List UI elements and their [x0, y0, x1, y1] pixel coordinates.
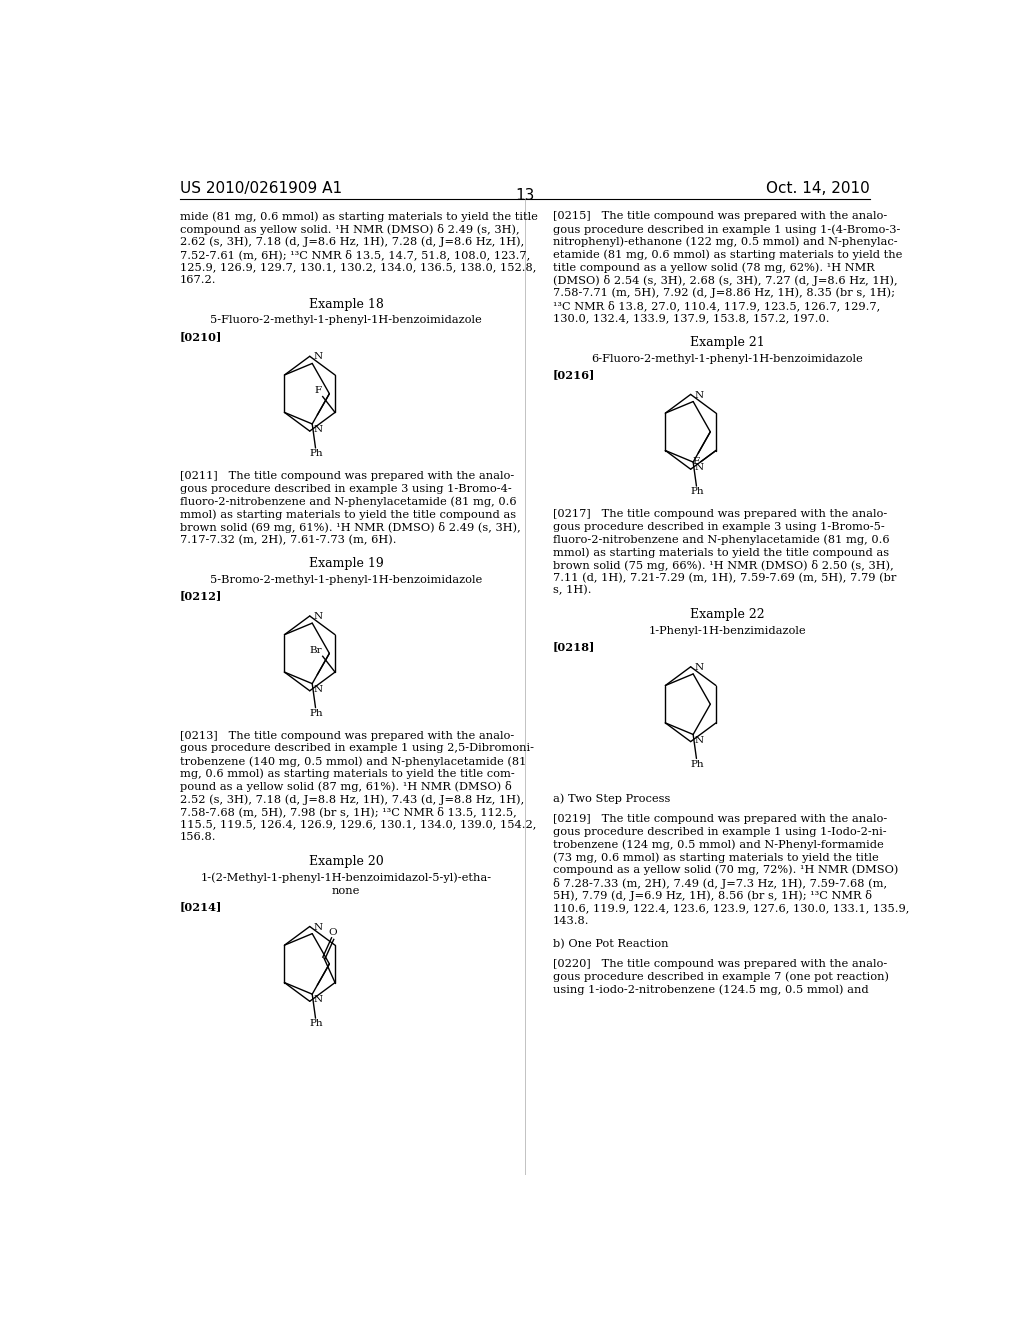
Text: Example 20: Example 20: [309, 855, 384, 869]
Text: 115.5, 119.5, 126.4, 126.9, 129.6, 130.1, 134.0, 139.0, 154.2,: 115.5, 119.5, 126.4, 126.9, 129.6, 130.1…: [179, 820, 536, 829]
Text: 2.52 (s, 3H), 7.18 (d, J=8.8 Hz, 1H), 7.43 (d, J=8.8 Hz, 1H),: 2.52 (s, 3H), 7.18 (d, J=8.8 Hz, 1H), 7.…: [179, 795, 524, 805]
Text: 125.9, 126.9, 129.7, 130.1, 130.2, 134.0, 136.5, 138.0, 152.8,: 125.9, 126.9, 129.7, 130.1, 130.2, 134.0…: [179, 263, 536, 272]
Text: [0217]   The title compound was prepared with the analo-: [0217] The title compound was prepared w…: [553, 510, 887, 519]
Text: N: N: [694, 463, 703, 473]
Text: δ 7.28-7.33 (m, 2H), 7.49 (d, J=7.3 Hz, 1H), 7.59-7.68 (m,: δ 7.28-7.33 (m, 2H), 7.49 (d, J=7.3 Hz, …: [553, 878, 887, 888]
Text: [0216]: [0216]: [553, 368, 595, 380]
Text: mg, 0.6 mmol) as starting materials to yield the title com-: mg, 0.6 mmol) as starting materials to y…: [179, 768, 514, 779]
Text: 156.8.: 156.8.: [179, 833, 216, 842]
Text: compound as a yellow solid (70 mg, 72%). ¹H NMR (DMSO): compound as a yellow solid (70 mg, 72%).…: [553, 865, 898, 875]
Text: brown solid (69 mg, 61%). ¹H NMR (DMSO) δ 2.49 (s, 3H),: brown solid (69 mg, 61%). ¹H NMR (DMSO) …: [179, 521, 520, 533]
Text: using 1-iodo-2-nitrobenzene (124.5 mg, 0.5 mmol) and: using 1-iodo-2-nitrobenzene (124.5 mg, 0…: [553, 985, 868, 995]
Text: 1-(2-Methyl-1-phenyl-1H-benzoimidazol-5-yl)-etha-: 1-(2-Methyl-1-phenyl-1H-benzoimidazol-5-…: [201, 873, 492, 883]
Text: a) Two Step Process: a) Two Step Process: [553, 793, 670, 804]
Text: N: N: [694, 391, 703, 400]
Text: N: N: [313, 352, 323, 362]
Text: title compound as a yellow solid (78 mg, 62%). ¹H NMR: title compound as a yellow solid (78 mg,…: [553, 263, 874, 273]
Text: 5-Bromo-2-methyl-1-phenyl-1H-benzoimidazole: 5-Bromo-2-methyl-1-phenyl-1H-benzoimidaz…: [210, 576, 482, 585]
Text: N: N: [313, 612, 323, 622]
Text: fluoro-2-nitrobenzene and N-phenylacetamide (81 mg, 0.6: fluoro-2-nitrobenzene and N-phenylacetam…: [553, 535, 889, 545]
Text: s, 1H).: s, 1H).: [553, 585, 591, 595]
Text: Example 19: Example 19: [309, 557, 384, 570]
Text: 5H), 7.79 (d, J=6.9 Hz, 1H), 8.56 (br s, 1H); ¹³C NMR δ: 5H), 7.79 (d, J=6.9 Hz, 1H), 8.56 (br s,…: [553, 890, 871, 902]
Text: Oct. 14, 2010: Oct. 14, 2010: [766, 181, 870, 195]
Text: O: O: [329, 928, 337, 937]
Text: 130.0, 132.4, 133.9, 137.9, 153.8, 157.2, 197.0.: 130.0, 132.4, 133.9, 137.9, 153.8, 157.2…: [553, 313, 829, 323]
Text: 5-Fluoro-2-methyl-1-phenyl-1H-benzoimidazole: 5-Fluoro-2-methyl-1-phenyl-1H-benzoimida…: [210, 315, 482, 326]
Text: compound as yellow solid. ¹H NMR (DMSO) δ 2.49 (s, 3H),: compound as yellow solid. ¹H NMR (DMSO) …: [179, 224, 519, 235]
Text: brown solid (75 mg, 66%). ¹H NMR (DMSO) δ 2.50 (s, 3H),: brown solid (75 mg, 66%). ¹H NMR (DMSO) …: [553, 560, 893, 570]
Text: [0214]: [0214]: [179, 900, 222, 912]
Text: [0211]   The title compound was prepared with the analo-: [0211] The title compound was prepared w…: [179, 471, 514, 480]
Text: b) One Pot Reaction: b) One Pot Reaction: [553, 939, 668, 949]
Text: Example 18: Example 18: [309, 297, 384, 310]
Text: [0219]   The title compound was prepared with the analo-: [0219] The title compound was prepared w…: [553, 814, 887, 824]
Text: N: N: [313, 685, 323, 694]
Text: [0212]: [0212]: [179, 590, 222, 602]
Text: trobenzene (140 mg, 0.5 mmol) and N-phenylacetamide (81: trobenzene (140 mg, 0.5 mmol) and N-phen…: [179, 756, 526, 767]
Text: etamide (81 mg, 0.6 mmol) as starting materials to yield the: etamide (81 mg, 0.6 mmol) as starting ma…: [553, 249, 902, 260]
Text: 7.11 (d, 1H), 7.21-7.29 (m, 1H), 7.59-7.69 (m, 5H), 7.79 (br: 7.11 (d, 1H), 7.21-7.29 (m, 1H), 7.59-7.…: [553, 573, 896, 583]
Text: none: none: [332, 886, 360, 896]
Text: 6-Fluoro-2-methyl-1-phenyl-1H-benzoimidazole: 6-Fluoro-2-methyl-1-phenyl-1H-benzoimida…: [591, 354, 863, 363]
Text: Ph: Ph: [690, 760, 703, 768]
Text: 7.52-7.61 (m, 6H); ¹³C NMR δ 13.5, 14.7, 51.8, 108.0, 123.7,: 7.52-7.61 (m, 6H); ¹³C NMR δ 13.5, 14.7,…: [179, 249, 529, 260]
Text: gous procedure described in example 1 using 1-(4-Bromo-3-: gous procedure described in example 1 us…: [553, 224, 900, 235]
Text: 2.62 (s, 3H), 7.18 (d, J=8.6 Hz, 1H), 7.28 (d, J=8.6 Hz, 1H),: 2.62 (s, 3H), 7.18 (d, J=8.6 Hz, 1H), 7.…: [179, 236, 524, 247]
Text: (73 mg, 0.6 mmol) as starting materials to yield the title: (73 mg, 0.6 mmol) as starting materials …: [553, 853, 879, 863]
Text: trobenzene (124 mg, 0.5 mmol) and N-Phenyl-formamide: trobenzene (124 mg, 0.5 mmol) and N-Phen…: [553, 840, 884, 850]
Text: 167.2.: 167.2.: [179, 275, 216, 285]
Text: 110.6, 119.9, 122.4, 123.6, 123.9, 127.6, 130.0, 133.1, 135.9,: 110.6, 119.9, 122.4, 123.6, 123.9, 127.6…: [553, 903, 909, 913]
Text: N: N: [313, 425, 323, 434]
Text: [0210]: [0210]: [179, 331, 222, 342]
Text: Ph: Ph: [690, 487, 703, 496]
Text: 7.17-7.32 (m, 2H), 7.61-7.73 (m, 6H).: 7.17-7.32 (m, 2H), 7.61-7.73 (m, 6H).: [179, 535, 396, 545]
Text: Br: Br: [309, 645, 322, 655]
Text: 143.8.: 143.8.: [553, 916, 589, 925]
Text: [0218]: [0218]: [553, 642, 595, 652]
Text: [0215]   The title compound was prepared with the analo-: [0215] The title compound was prepared w…: [553, 211, 887, 222]
Text: ¹³C NMR δ 13.8, 27.0, 110.4, 117.9, 123.5, 126.7, 129.7,: ¹³C NMR δ 13.8, 27.0, 110.4, 117.9, 123.…: [553, 300, 880, 312]
Text: US 2010/0261909 A1: US 2010/0261909 A1: [179, 181, 342, 195]
Text: Example 22: Example 22: [690, 609, 765, 622]
Text: 13: 13: [515, 187, 535, 203]
Text: gous procedure described in example 1 using 2,5-Dibromoni-: gous procedure described in example 1 us…: [179, 743, 534, 754]
Text: mide (81 mg, 0.6 mmol) as starting materials to yield the title: mide (81 mg, 0.6 mmol) as starting mater…: [179, 211, 538, 222]
Text: 7.58-7.68 (m, 5H), 7.98 (br s, 1H); ¹³C NMR δ 13.5, 112.5,: 7.58-7.68 (m, 5H), 7.98 (br s, 1H); ¹³C …: [179, 807, 516, 817]
Text: 7.58-7.71 (m, 5H), 7.92 (d, J=8.86 Hz, 1H), 8.35 (br s, 1H);: 7.58-7.71 (m, 5H), 7.92 (d, J=8.86 Hz, 1…: [553, 288, 895, 298]
Text: Ph: Ph: [309, 449, 323, 458]
Text: gous procedure described in example 1 using 1-Iodo-2-ni-: gous procedure described in example 1 us…: [553, 826, 886, 837]
Text: mmol) as starting materials to yield the title compound as: mmol) as starting materials to yield the…: [179, 510, 516, 520]
Text: N: N: [313, 995, 323, 1005]
Text: gous procedure described in example 3 using 1-Bromo-4-: gous procedure described in example 3 us…: [179, 483, 511, 494]
Text: gous procedure described in example 3 using 1-Bromo-5-: gous procedure described in example 3 us…: [553, 521, 885, 532]
Text: nitrophenyl)-ethanone (122 mg, 0.5 mmol) and N-phenylac-: nitrophenyl)-ethanone (122 mg, 0.5 mmol)…: [553, 236, 897, 247]
Text: (DMSO) δ 2.54 (s, 3H), 2.68 (s, 3H), 7.27 (d, J=8.6 Hz, 1H),: (DMSO) δ 2.54 (s, 3H), 2.68 (s, 3H), 7.2…: [553, 275, 897, 285]
Text: Ph: Ph: [309, 709, 323, 718]
Text: mmol) as starting materials to yield the title compound as: mmol) as starting materials to yield the…: [553, 548, 889, 558]
Text: N: N: [694, 663, 703, 672]
Text: [0220]   The title compound was prepared with the analo-: [0220] The title compound was prepared w…: [553, 958, 887, 969]
Text: pound as a yellow solid (87 mg, 61%). ¹H NMR (DMSO) δ: pound as a yellow solid (87 mg, 61%). ¹H…: [179, 781, 511, 792]
Text: Example 21: Example 21: [690, 335, 765, 348]
Text: 1-Phenyl-1H-benzimidazole: 1-Phenyl-1H-benzimidazole: [648, 626, 806, 636]
Text: N: N: [313, 923, 323, 932]
Text: fluoro-2-nitrobenzene and N-phenylacetamide (81 mg, 0.6: fluoro-2-nitrobenzene and N-phenylacetam…: [179, 496, 516, 507]
Text: Ph: Ph: [309, 1019, 323, 1028]
Text: N: N: [694, 735, 703, 744]
Text: [0213]   The title compound was prepared with the analo-: [0213] The title compound was prepared w…: [179, 731, 514, 741]
Text: gous procedure described in example 7 (one pot reaction): gous procedure described in example 7 (o…: [553, 972, 889, 982]
Text: F: F: [315, 387, 322, 396]
Text: F: F: [693, 457, 699, 466]
